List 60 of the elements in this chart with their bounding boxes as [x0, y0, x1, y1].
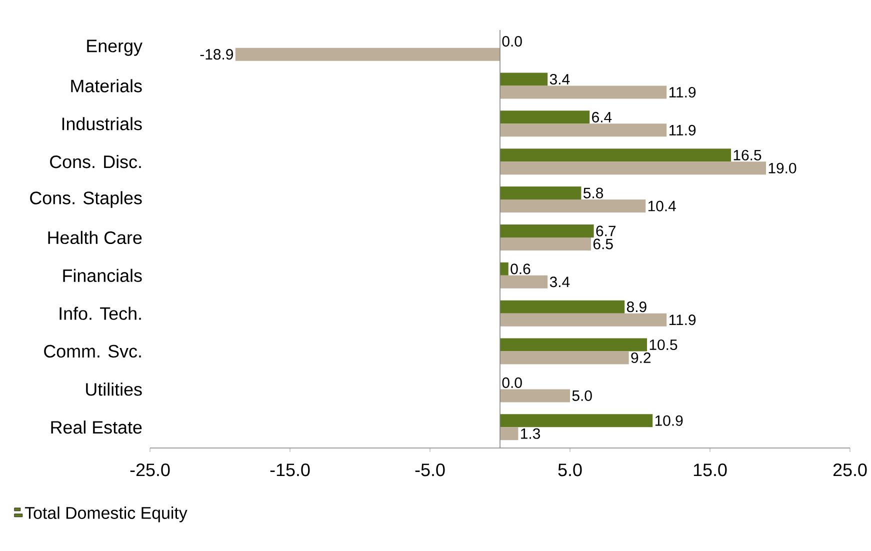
y-tick-label: Cons. Staples: [30, 191, 142, 208]
data-label: 10.9: [655, 415, 683, 426]
data-label: 11.9: [669, 124, 696, 136]
bar: [500, 200, 646, 213]
data-label: 3.4: [550, 276, 570, 288]
data-label: -18.9: [200, 49, 233, 60]
y-tick-label: Health Care: [48, 230, 142, 244]
data-label: 5.0: [572, 390, 592, 401]
bar: [500, 389, 570, 402]
y-tick-label: Comm. Svc.: [44, 344, 141, 358]
bar: [500, 338, 648, 352]
bar: [500, 162, 766, 175]
bar: [500, 72, 548, 86]
bar: [500, 186, 582, 200]
bar: [500, 224, 594, 238]
data-label: 3.4: [550, 74, 570, 85]
data-label: 9.2: [631, 352, 651, 364]
x-tick-label: 5.0: [558, 464, 582, 476]
data-label: 10.4: [648, 200, 676, 212]
y-tick-label: Industrials: [62, 117, 142, 130]
y-tick-label: Cons. Disc.: [50, 155, 141, 168]
bar: [500, 124, 667, 137]
legend-label: Total Domestic Equity: [24, 506, 188, 522]
y-tick-label: Info. Tech.: [60, 306, 141, 320]
data-label: 10.5: [650, 339, 678, 350]
x-tick-label: -5.0: [415, 464, 445, 476]
data-label: 8.9: [626, 302, 646, 312]
data-label: 6.5: [593, 238, 613, 250]
bar: [500, 275, 548, 288]
y-tick-label: Energy: [87, 40, 142, 56]
x-tick-label: 25.0: [833, 464, 867, 476]
x-tick-label: -25.0: [130, 464, 170, 476]
data-label: 0.0: [502, 36, 522, 47]
bar: [500, 313, 667, 326]
data-label: 16.5: [734, 150, 762, 160]
x-tick-label: -15.0: [270, 464, 310, 476]
data-label: 19.0: [768, 162, 796, 174]
data-label: 5.8: [584, 188, 604, 198]
y-tick-label: Utilities: [86, 382, 142, 396]
data-label: 11.9: [669, 314, 696, 326]
data-label: 0.6: [510, 264, 530, 274]
bar: [500, 300, 625, 314]
bar: [235, 48, 500, 61]
x-tick-label: 15.0: [694, 464, 727, 476]
bar: [500, 110, 590, 124]
bar: [500, 414, 653, 428]
data-label: 6.4: [592, 112, 612, 122]
bar: [500, 427, 518, 440]
bar: [500, 86, 667, 99]
data-label: 1.3: [521, 428, 540, 439]
data-label: 11.9: [669, 86, 696, 98]
data-label: 6.7: [596, 226, 616, 236]
bar: [500, 351, 629, 364]
data-label: 0.0: [502, 377, 522, 388]
bar: [500, 148, 732, 162]
y-tick-label: Materials: [71, 79, 142, 92]
y-tick-label: Real Estate: [51, 420, 142, 434]
y-tick-label: Financials: [63, 268, 142, 282]
bar: [500, 262, 508, 276]
bar: [500, 237, 592, 250]
